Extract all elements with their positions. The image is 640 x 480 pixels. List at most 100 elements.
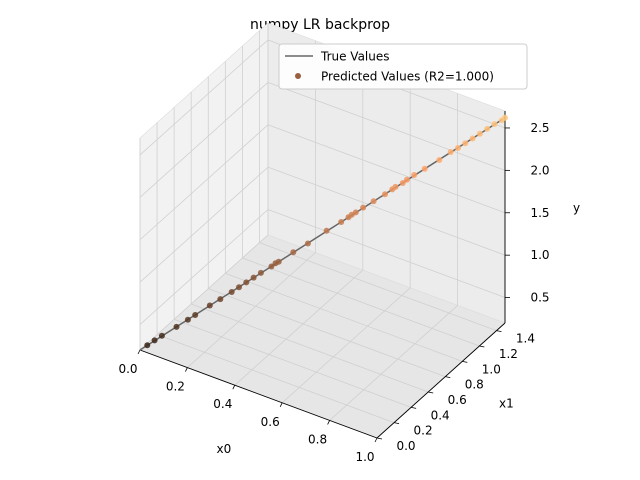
legend-entry-true-values: True Values xyxy=(320,50,390,64)
predicted-point xyxy=(469,135,476,142)
predicted-point xyxy=(257,269,264,276)
predicted-point xyxy=(290,249,297,256)
predicted-point xyxy=(228,289,235,295)
predicted-point xyxy=(360,204,367,211)
true-values-segment xyxy=(139,117,506,351)
z-grid-left xyxy=(139,209,269,325)
tick-labels: 0.00.20.40.60.81.00.00.20.40.60.81.01.21… xyxy=(118,121,549,464)
predicted-point xyxy=(352,209,359,216)
predicted-point xyxy=(243,279,250,286)
tick-marks xyxy=(137,127,510,443)
predicted-point xyxy=(399,180,406,186)
z-tick-label: 2.0 xyxy=(530,163,549,177)
x-grid-floor xyxy=(139,234,269,351)
z-grid-back xyxy=(267,209,506,298)
y-tick-label: 1.0 xyxy=(482,362,501,376)
z-axis-label: y xyxy=(573,201,580,215)
z-grid-left xyxy=(139,82,269,198)
y-tick-mark xyxy=(393,422,400,425)
predicted-point xyxy=(206,302,213,309)
y-tick-label: 1.2 xyxy=(499,347,518,361)
predicted-point xyxy=(484,125,491,132)
x-grid-floor xyxy=(329,305,458,421)
y-tick-label: 0.8 xyxy=(465,378,484,392)
predicted-point xyxy=(455,145,461,151)
y-grid-floor xyxy=(259,242,497,332)
y-tick-mark xyxy=(462,360,468,363)
x-tick-label: 0.6 xyxy=(261,415,280,429)
predicted-point xyxy=(192,312,199,318)
x-tick-label: 1.0 xyxy=(355,450,374,464)
z-grid-left xyxy=(139,124,269,241)
predicted-point xyxy=(151,337,158,344)
predicted-points xyxy=(144,114,508,349)
predicted-point xyxy=(392,183,399,190)
y-tick-mark xyxy=(496,330,502,333)
y-tick-mark xyxy=(376,437,383,440)
predicted-point xyxy=(491,121,498,128)
x-tick-mark xyxy=(232,385,236,390)
predicted-point xyxy=(370,198,377,205)
z-grid-back xyxy=(267,166,506,256)
y-tick-mark xyxy=(411,406,417,409)
x-axis-label: x0 xyxy=(217,442,232,456)
x-tick-mark xyxy=(327,420,330,425)
y-tick-label: 1.4 xyxy=(516,332,535,346)
x-tick-mark xyxy=(374,437,378,443)
predicted-point xyxy=(502,114,508,121)
legend-entry-predicted-values: Predicted Values (R2=1.000) xyxy=(321,70,494,84)
y-tick-mark xyxy=(445,376,451,379)
predicted-point xyxy=(184,316,191,323)
predicted-point xyxy=(173,323,180,330)
predicted-point xyxy=(382,191,388,198)
predicted-point xyxy=(436,157,443,163)
y-tick-mark xyxy=(428,391,434,394)
x-tick-label: 0.2 xyxy=(166,380,185,394)
y-grid-floor xyxy=(191,303,429,393)
z-grid-back xyxy=(267,124,506,214)
x-tick-mark xyxy=(185,367,188,372)
z-tick-label: 0.5 xyxy=(530,291,549,305)
predicted-point xyxy=(411,172,418,178)
x-tick-mark xyxy=(137,349,141,355)
y-axis-line xyxy=(376,322,506,439)
predicted-point xyxy=(338,219,345,225)
x-grid-floor xyxy=(187,252,316,368)
z-grid-left xyxy=(139,166,269,283)
legend-point-swatch xyxy=(295,73,301,79)
x-grid-floor xyxy=(234,269,364,386)
z-tick-label: 1.5 xyxy=(530,206,549,220)
true-values-line xyxy=(139,117,506,351)
predicted-point xyxy=(403,176,410,183)
y-tick-mark xyxy=(479,345,485,348)
predicted-point xyxy=(250,274,257,281)
x-tick-mark xyxy=(279,402,283,407)
axis-panes xyxy=(139,22,506,439)
x-tick-label: 0.8 xyxy=(308,432,327,446)
predicted-point xyxy=(158,332,165,339)
y-tick-label: 0.4 xyxy=(431,408,450,422)
x-tick-label: 0.0 xyxy=(118,362,137,376)
x-grid-floor xyxy=(281,287,411,404)
y-grid-floor xyxy=(156,334,395,424)
grid-lines xyxy=(139,23,506,439)
predicted-point xyxy=(323,227,330,234)
y-grid-floor xyxy=(225,272,463,362)
y-tick-label: 0.0 xyxy=(396,439,415,453)
y-grid-floor xyxy=(242,257,480,347)
predicted-point xyxy=(462,140,469,147)
predicted-point xyxy=(304,240,311,247)
predicted-point xyxy=(447,149,454,155)
z-grid-left xyxy=(139,39,269,156)
x-axis-line xyxy=(139,349,378,439)
legend: True Values Predicted Values (R2=1.000) xyxy=(278,43,528,90)
y-tick-label: 0.6 xyxy=(448,393,467,407)
z-tick-label: 1.0 xyxy=(530,248,549,262)
z-tick-label: 2.5 xyxy=(530,121,549,135)
predicted-point xyxy=(275,258,282,265)
x-tick-label: 0.4 xyxy=(213,397,232,411)
y-tick-label: 0.2 xyxy=(414,424,433,438)
predicted-point xyxy=(421,165,428,172)
predicted-point xyxy=(144,342,151,349)
